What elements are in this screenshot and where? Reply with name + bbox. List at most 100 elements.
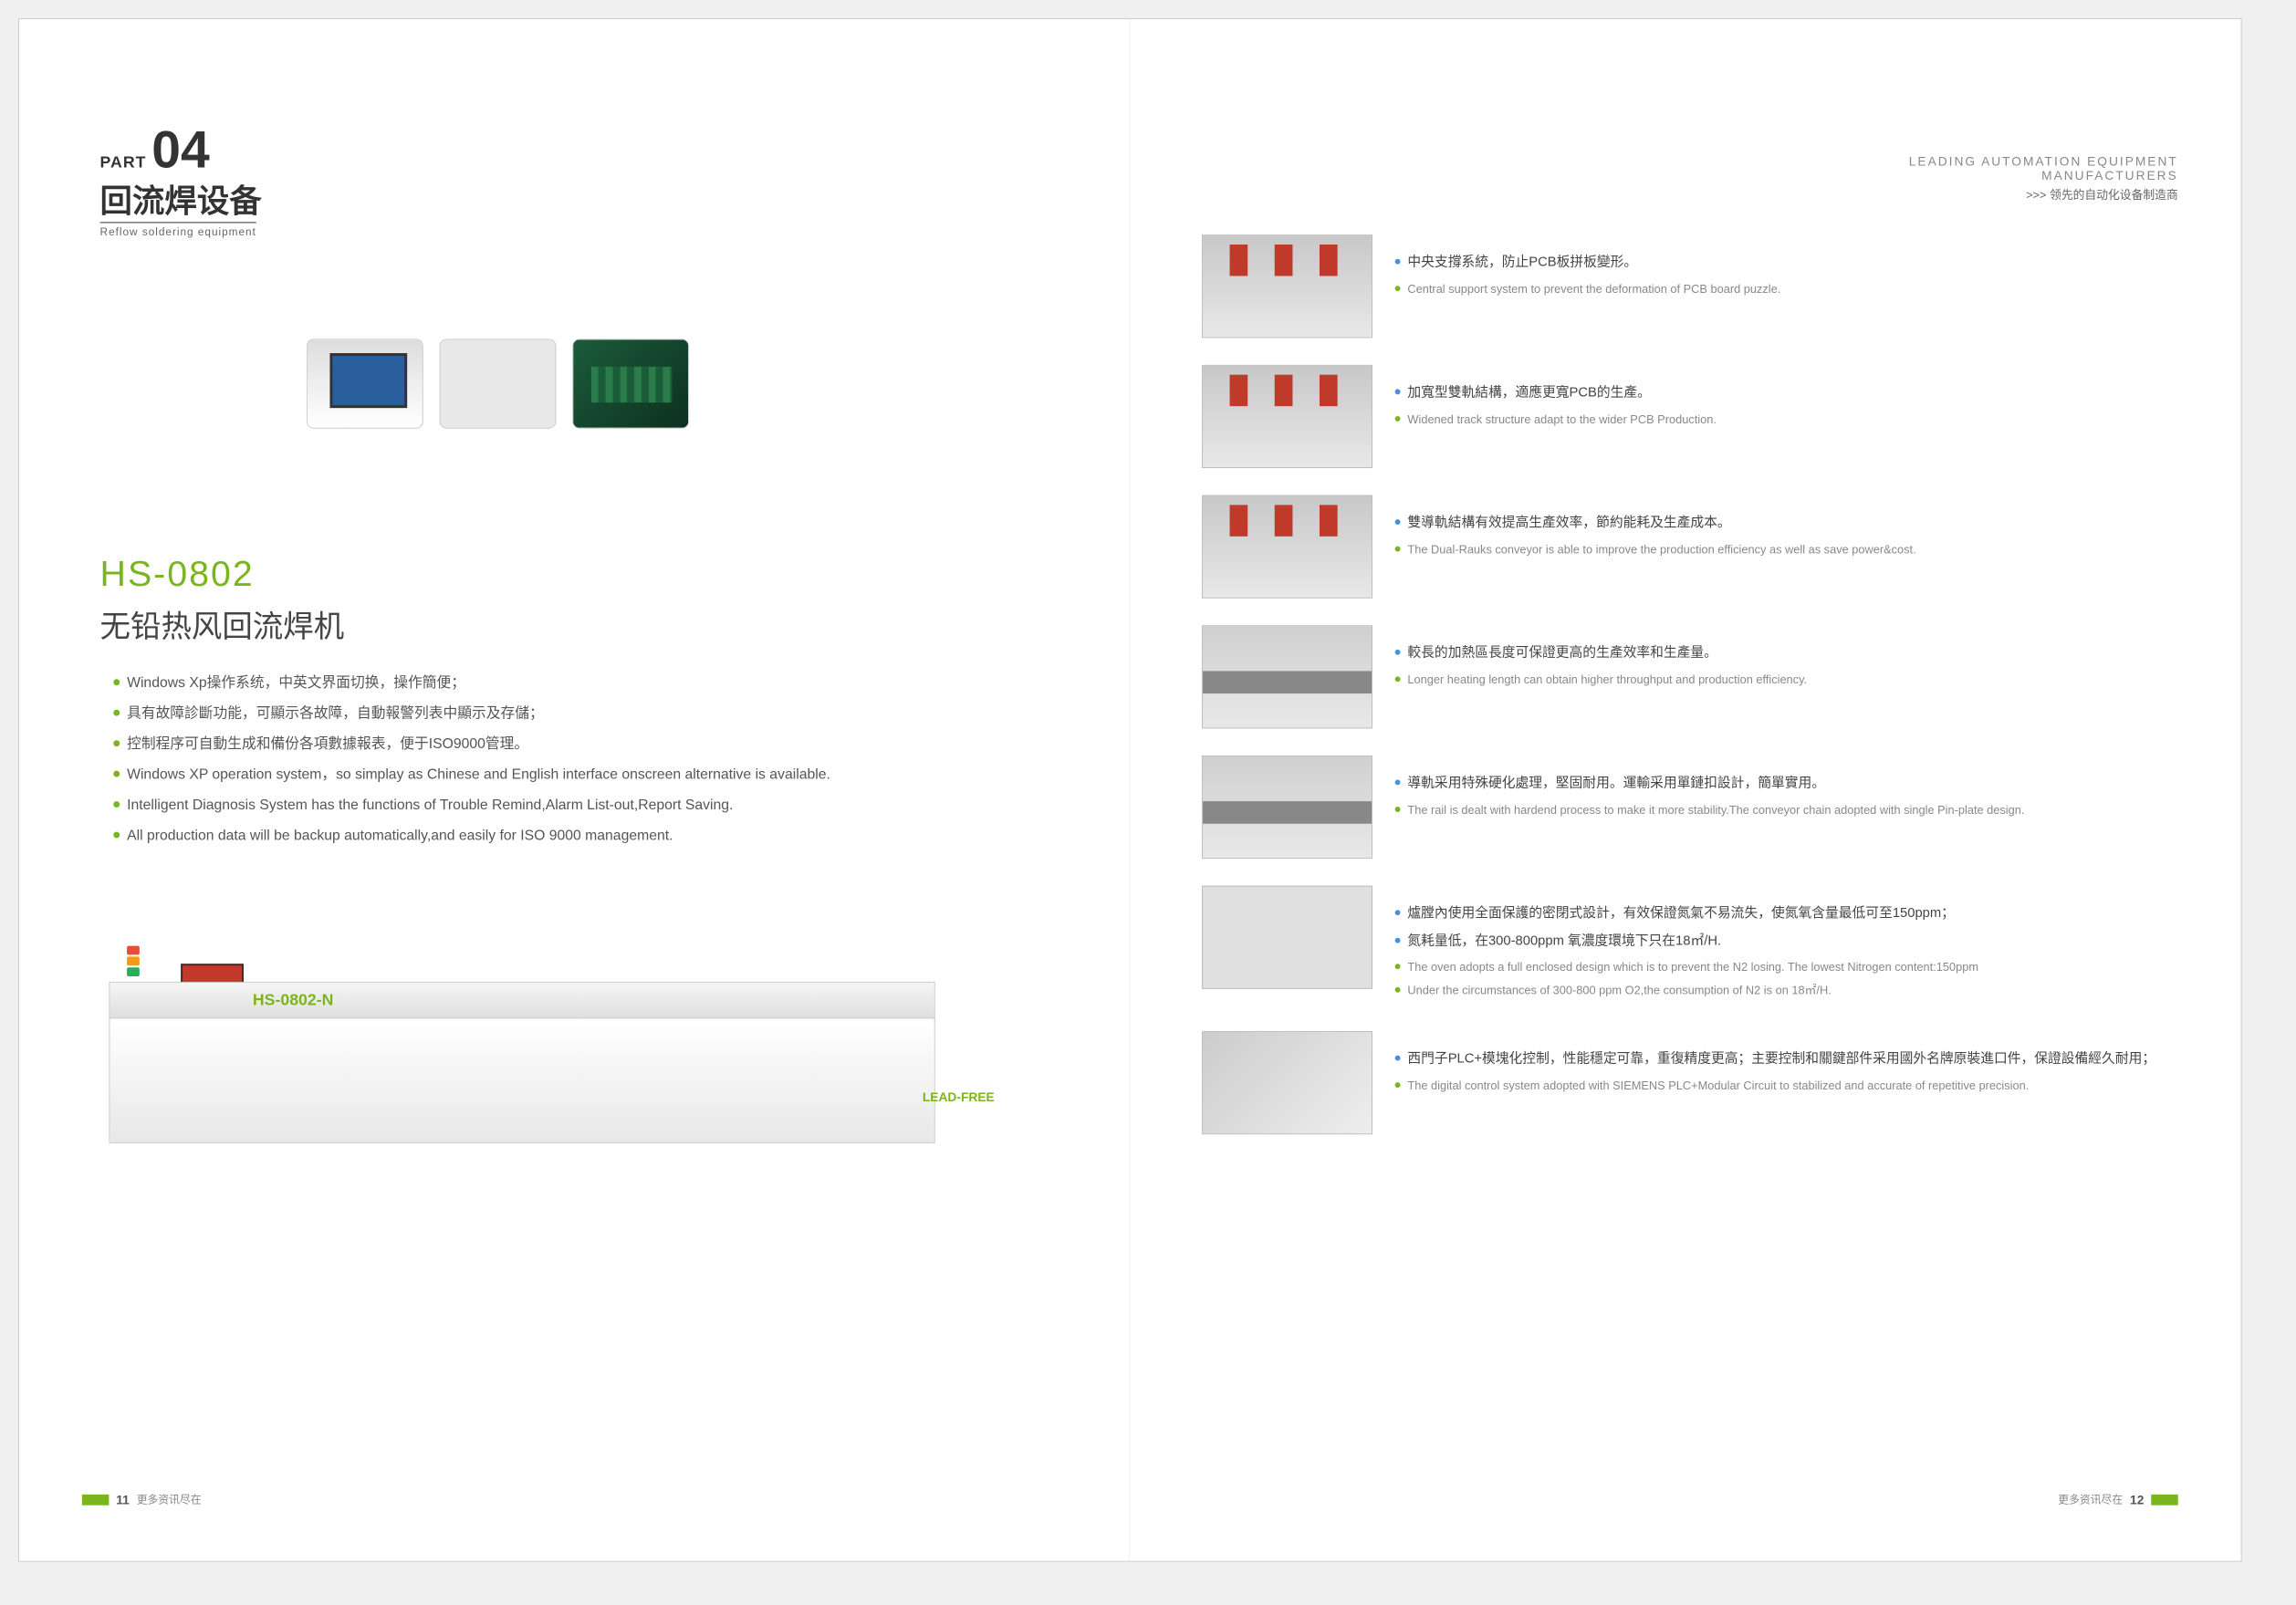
- bullet-green-icon: [1395, 986, 1401, 992]
- feature-cn: 中央支撐系統，防止PCB板拼板變形。: [1395, 253, 2187, 273]
- bullet-blue-icon: [1395, 389, 1401, 394]
- feature-en-text: The oven adopts a full enclosed design w…: [1407, 958, 1978, 975]
- footer-text-right: 更多资讯尽在: [2058, 1492, 2123, 1507]
- feature-text-block: 中央支撐系統，防止PCB板拼板變形。 Central support system…: [1395, 234, 2187, 303]
- feature-text-block: 導軌采用特殊硬化處理，堅固耐用。運輸采用單鏈扣設計，簡單實用。 The rail …: [1395, 756, 2187, 824]
- bullet-blue-icon: [1395, 259, 1401, 265]
- feature-line: Windows XP operation system，so simplay a…: [113, 765, 1075, 787]
- feature-cn-text: 西門子PLC+模塊化控制，性能穩定可靠，重復精度更高；主要控制和關鍵部件采用國外…: [1407, 1049, 2155, 1069]
- feature-en: Central support system to prevent the de…: [1395, 280, 2187, 297]
- footer-accent-bar: [82, 1494, 110, 1505]
- part-header: PART 04 回流焊设备 Reflow soldering equipment: [100, 127, 1076, 240]
- feature-en: Longer heating length can obtain higher …: [1395, 671, 2187, 688]
- footer-text-left: 更多资讯尽在: [137, 1492, 202, 1507]
- bullet-green-icon: [1395, 1082, 1401, 1088]
- left-feature-list: Windows Xp操作系统，中英文界面切换，操作簡便； 具有故障診斷功能，可顯示…: [113, 673, 1075, 848]
- feature-cn: 爐膛內使用全面保護的密閉式設計，有效保證氮氣不易流失，使氮氧含量最低可至150p…: [1395, 903, 2187, 923]
- feature-text: All production data will be backup autom…: [127, 826, 673, 848]
- bullet-green-icon: [1395, 286, 1401, 291]
- feature-text-block: 加寬型雙軌結構，適應更寬PCB的生產。 Widened track structu…: [1395, 365, 2187, 433]
- feature-block: 加寬型雙軌結構，適應更寬PCB的生產。 Widened track structu…: [1202, 365, 2187, 468]
- feature-en-text: Under the circumstances of 300-800 ppm O…: [1407, 981, 1831, 998]
- thumbnail-row: [307, 339, 1075, 429]
- part-title-en: Reflow soldering equipment: [100, 223, 256, 239]
- feature-cn-text: 較長的加熱區長度可保證更高的生產效率和生產量。: [1407, 643, 1717, 663]
- page-number-left: 11: [116, 1492, 130, 1506]
- feature-block: 雙導軌結構有效提高生產效率，節約能耗及生產成本。 The Dual-Rauks c…: [1202, 495, 2187, 599]
- feature-cn: 導軌采用特殊硬化處理，堅固耐用。運輸采用單鏈扣設計，簡單實用。: [1395, 774, 2187, 794]
- feature-text-block: 雙導軌結構有效提高生產效率，節約能耗及生產成本。 The Dual-Rauks c…: [1395, 495, 2187, 564]
- bullet-blue-icon: [1395, 937, 1401, 943]
- feature-en: The Dual-Rauks conveyor is able to impro…: [1395, 540, 2187, 558]
- feature-image: [1202, 495, 1372, 599]
- bullet-blue-icon: [1395, 519, 1401, 525]
- feature-image: [1202, 625, 1372, 728]
- thumbnail-blank: [440, 339, 557, 429]
- feature-en-text: The digital control system adopted with …: [1407, 1077, 2029, 1094]
- feature-line: All production data will be backup autom…: [113, 826, 1075, 848]
- page-number-right: 12: [2130, 1492, 2144, 1506]
- header-line2: MANUFACTURERS: [1909, 168, 2178, 182]
- feature-cn-text: 雙導軌結構有效提高生產效率，節約能耗及生產成本。: [1407, 513, 1730, 533]
- bullet-icon: [113, 771, 120, 777]
- feature-text: Intelligent Diagnosis System has the fun…: [127, 795, 733, 817]
- part-number: 04: [151, 127, 209, 173]
- bullet-blue-icon: [1395, 780, 1401, 786]
- bullet-blue-icon: [1395, 1056, 1401, 1061]
- feature-block: 中央支撐系統，防止PCB板拼板變形。 Central support system…: [1202, 234, 2187, 338]
- feature-cn: 加寬型雙軌結構，適應更寬PCB的生產。: [1395, 383, 2187, 403]
- bullet-icon: [113, 679, 120, 685]
- feature-cn-text: 中央支撐系統，防止PCB板拼板變形。: [1407, 253, 1637, 273]
- feature-text: Windows XP operation system，so simplay a…: [127, 765, 830, 787]
- feature-en: Under the circumstances of 300-800 ppm O…: [1395, 981, 2187, 998]
- bullet-green-icon: [1395, 546, 1401, 551]
- bullet-green-icon: [1395, 964, 1401, 969]
- feature-text: 控制程序可自動生成和備份各項數據報表，便于ISO9000管理。: [127, 735, 528, 756]
- feature-image: [1202, 886, 1372, 989]
- thumbnail-pcb: [572, 339, 689, 429]
- bullet-blue-icon: [1395, 650, 1401, 655]
- header-line3: >>> 领先的自动化设备制造商: [1909, 185, 2178, 203]
- footer-left: 11 更多资讯尽在: [82, 1492, 202, 1507]
- feature-line: 控制程序可自動生成和備份各項數據報表，便于ISO9000管理。: [113, 735, 1075, 756]
- feature-image: [1202, 365, 1372, 468]
- bullet-green-icon: [1395, 676, 1401, 682]
- product-name: 无铅热风回流焊机: [100, 602, 1076, 646]
- machine-illustration: HS-0802-N LEAD-FREE: [73, 946, 1075, 1198]
- bullet-green-icon: [1395, 415, 1401, 421]
- feature-line: Windows Xp操作系统，中英文界面切换，操作簡便；: [113, 673, 1075, 695]
- feature-en: The rail is dealt with hardend process t…: [1395, 801, 2187, 818]
- feature-text-block: 較長的加熱區長度可保證更高的生產效率和生產量。 Longer heating le…: [1395, 625, 2187, 693]
- header-right: LEADING AUTOMATION EQUIPMENT MANUFACTURE…: [1909, 154, 2178, 203]
- feature-cn: 氮耗量低，在300-800ppm 氧濃度環境下只在18㎡/H.: [1395, 931, 2187, 951]
- feature-en-text: The rail is dealt with hardend process t…: [1407, 801, 2024, 818]
- feature-cn-text: 導軌采用特殊硬化處理，堅固耐用。運輸采用單鏈扣設計，簡單實用。: [1407, 774, 1825, 794]
- bullet-icon: [113, 740, 120, 746]
- footer-accent-bar: [2151, 1494, 2178, 1505]
- feature-text-block: 西門子PLC+模塊化控制，性能穩定可靠，重復精度更高；主要控制和關鍵部件采用國外…: [1395, 1031, 2187, 1100]
- feature-cn: 較長的加熱區長度可保證更高的生產效率和生產量。: [1395, 643, 2187, 663]
- left-page: PART 04 回流焊设备 Reflow soldering equipment…: [19, 19, 1130, 1561]
- feature-en: Widened track structure adapt to the wid…: [1395, 411, 2187, 428]
- feature-cn-text: 爐膛內使用全面保護的密閉式設計，有效保證氮氣不易流失，使氮氧含量最低可至150p…: [1407, 903, 1955, 923]
- bullet-blue-icon: [1395, 910, 1401, 915]
- machine-model-label: HS-0802-N: [253, 991, 334, 1010]
- footer-right: 更多资讯尽在 12: [2058, 1492, 2177, 1507]
- feature-en-text: Longer heating length can obtain higher …: [1407, 671, 1807, 688]
- machine-top: [109, 982, 934, 1022]
- feature-en-text: Central support system to prevent the de…: [1407, 280, 1780, 297]
- feature-block: 爐膛內使用全面保護的密閉式設計，有效保證氮氣不易流失，使氮氧含量最低可至150p…: [1202, 886, 2187, 1005]
- bullet-green-icon: [1395, 807, 1401, 812]
- feature-cn: 西門子PLC+模塊化控制，性能穩定可靠，重復精度更高；主要控制和關鍵部件采用國外…: [1395, 1049, 2187, 1069]
- bullet-icon: [113, 832, 120, 839]
- product-model: HS-0802: [100, 555, 1076, 595]
- part-label: PART: [100, 153, 147, 172]
- feature-en-text: The Dual-Rauks conveyor is able to impro…: [1407, 540, 1915, 558]
- feature-block: 導軌采用特殊硬化處理，堅固耐用。運輸采用單鏈扣設計，簡單實用。 The rail …: [1202, 756, 2187, 859]
- feature-text-block: 爐膛內使用全面保護的密閉式設計，有效保證氮氣不易流失，使氮氧含量最低可至150p…: [1395, 886, 2187, 1005]
- feature-text: 具有故障診斷功能，可顯示各故障，自動報警列表中顯示及存儲；: [127, 703, 544, 725]
- feature-en: The digital control system adopted with …: [1395, 1077, 2187, 1094]
- machine-body: [109, 1017, 934, 1143]
- right-feature-list: 中央支撐系統，防止PCB板拼板變形。 Central support system…: [1202, 234, 2187, 1134]
- feature-en: The oven adopts a full enclosed design w…: [1395, 958, 2187, 975]
